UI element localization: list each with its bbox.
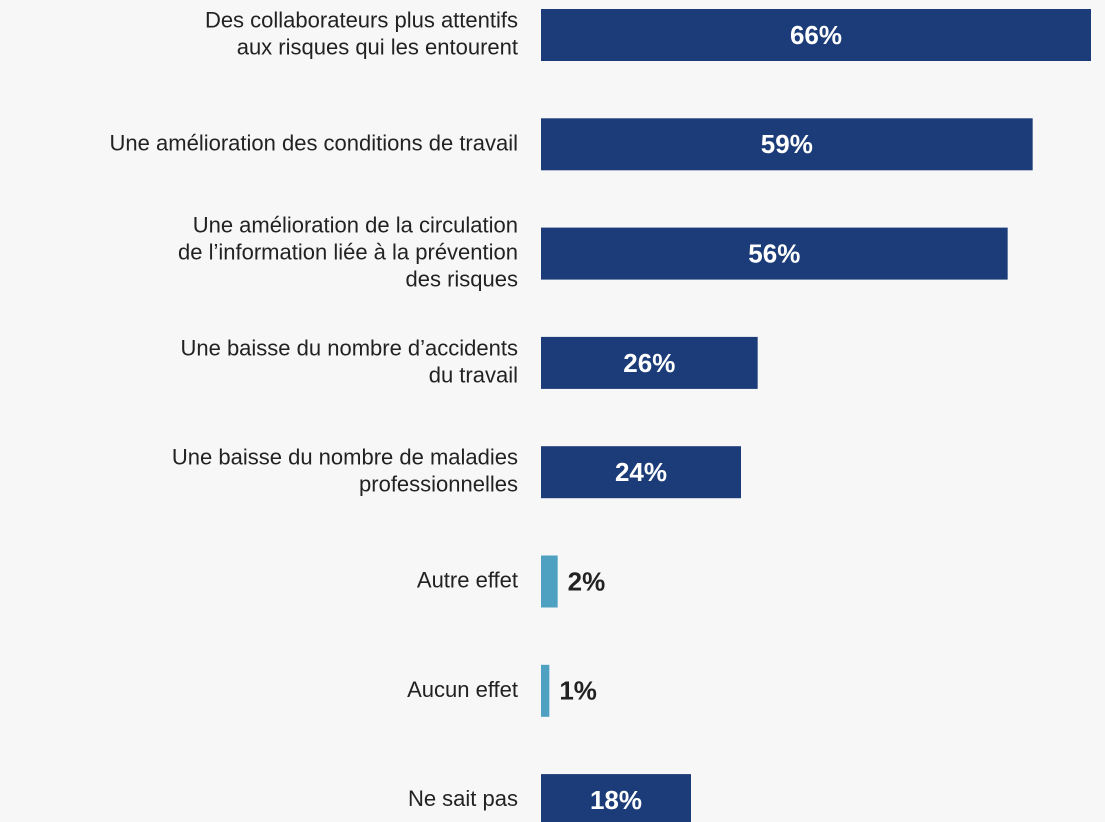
category-line: de l’information liée à la prévention [178, 239, 518, 264]
value-label: 1% [559, 676, 597, 706]
category-line: des risques [405, 266, 518, 291]
category-label: Autre effet [417, 567, 518, 592]
value-label: 24% [615, 457, 667, 487]
category-label: Une baisse du nombre de maladies professi… [172, 445, 518, 497]
category-line: Aucun effet [407, 677, 518, 702]
bar [541, 774, 691, 822]
bar [541, 555, 558, 608]
value-label: 59% [761, 129, 813, 159]
value-label: 2% [568, 566, 606, 596]
bar [541, 9, 1091, 61]
category-line: Une amélioration de la circulation [193, 212, 518, 237]
bar [541, 446, 741, 499]
bar [541, 227, 1008, 280]
category-label: Aucun effet [407, 677, 518, 702]
bar [541, 664, 550, 717]
category-line: Une amélioration des conditions de trava… [110, 130, 518, 155]
category-line: Une baisse du nombre de maladies [172, 445, 518, 470]
bar [541, 118, 1033, 171]
value-label: 56% [748, 238, 800, 268]
category-line: Ne sait pas [408, 786, 518, 811]
value-label: 26% [623, 348, 675, 378]
category-line: Une baisse du nombre d’accidents [180, 335, 518, 360]
category-line: du travail [429, 362, 518, 387]
value-label: 66% [790, 20, 842, 50]
category-label: Une baisse du nombre d’accidents du trava… [180, 335, 518, 387]
category-label: Des collaborateurs plus attentifs aux ris… [205, 7, 518, 59]
category-line: aux risques qui les entourent [237, 34, 518, 59]
category-line: Autre effet [417, 567, 518, 592]
category-line: Des collaborateurs plus attentifs [205, 7, 518, 32]
category-label: Une amélioration de la circulation de l’i… [178, 212, 518, 291]
category-label: Une amélioration des conditions de trava… [110, 130, 518, 155]
value-label: 18% [590, 785, 642, 815]
category-label: Ne sait pas [408, 786, 518, 811]
bar [541, 336, 758, 389]
category-line: professionnelles [359, 472, 518, 497]
